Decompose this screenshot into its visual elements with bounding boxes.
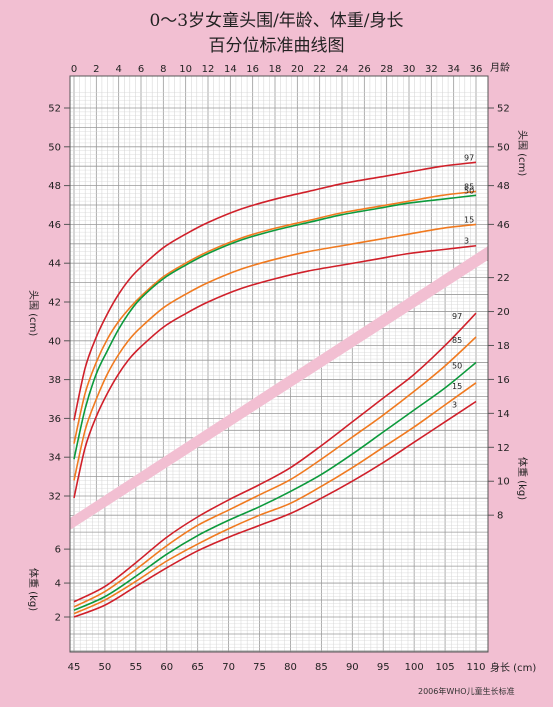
wt-series-97	[73, 312, 477, 603]
age-tick-label: 32	[425, 64, 438, 75]
length-tick-label: 95	[377, 662, 390, 673]
hc-percentile-label: 97	[464, 153, 474, 162]
hc-right-tick-label: 50	[497, 142, 510, 153]
hc-right-tick-label: 48	[497, 181, 510, 192]
wt-series-3	[73, 400, 477, 618]
length-tick-label: 110	[466, 662, 485, 673]
hc-percentile-label: 50	[464, 186, 474, 195]
wt-left-label: 体重 (kg)	[27, 568, 40, 611]
hc-left-tick-label: 46	[48, 220, 61, 231]
age-tick-label: 0	[71, 64, 77, 75]
age-tick-label: 20	[291, 64, 304, 75]
wt-series-50	[73, 361, 477, 611]
head-circumference-curves	[73, 161, 477, 499]
wt-right-tick-label: 16	[497, 375, 510, 386]
age-tick-label: 16	[246, 64, 259, 75]
age-tick-label: 2	[93, 64, 99, 75]
wt-percentile-label: 3	[452, 400, 457, 409]
hc-right-label: 头围 (cm)	[516, 130, 528, 176]
wt-percentile-label: 15	[452, 382, 462, 391]
length-tick-label: 45	[68, 662, 81, 673]
length-tick-label: 65	[191, 662, 204, 673]
hc-series-3	[73, 244, 477, 499]
wt-right-tick-label: 22	[497, 273, 510, 284]
wt-percentile-label: 97	[452, 312, 462, 321]
age-tick-label: 30	[403, 64, 416, 75]
hc-right-tick-label: 46	[497, 220, 510, 231]
hc-series-50	[73, 194, 477, 460]
hc-percentile-label: 85	[464, 182, 474, 191]
hc-left-tick-label: 34	[48, 453, 61, 464]
hc-left-tick-label: 32	[48, 492, 61, 503]
wt-series-85	[73, 336, 477, 608]
age-tick-label: 6	[138, 64, 144, 75]
age-tick-label: 8	[160, 64, 166, 75]
hc-left-label: 头围 (cm)	[27, 290, 39, 336]
hc-left-tick-label: 36	[48, 414, 61, 425]
chart-subtitle: 百分位标准曲线图	[208, 36, 345, 56]
age-tick-label: 22	[313, 64, 326, 75]
wt-series-15	[73, 382, 477, 615]
length-tick-label: 75	[253, 662, 266, 673]
plot-border	[69, 75, 489, 653]
length-tick-label: 50	[99, 662, 112, 673]
length-tick-label: 90	[346, 662, 359, 673]
hc-left-tick-label: 44	[48, 259, 61, 270]
age-tick-label: 26	[358, 64, 371, 75]
hc-left-tick-label: 42	[48, 298, 61, 309]
age-tick-label: 12	[202, 64, 215, 75]
hc-right-tick-label: 52	[497, 104, 510, 115]
hc-series-85	[73, 190, 477, 444]
footnote: 2006年WHO儿童生长标准	[418, 686, 515, 696]
age-tick-label: 28	[380, 64, 393, 75]
wt-right-tick-label: 20	[497, 307, 510, 318]
hc-left-tick-label: 50	[48, 142, 61, 153]
age-tick-label: 10	[179, 64, 192, 75]
chart-title: 0～3岁女童头围/年龄、体重/身长	[149, 11, 404, 31]
wt-left-tick-label: 4	[55, 579, 61, 590]
length-tick-label: 100	[405, 662, 424, 673]
wt-percentile-label: 50	[452, 361, 462, 370]
wt-right-tick-label: 10	[497, 477, 510, 488]
wt-right-tick-label: 14	[497, 409, 510, 420]
hc-left-tick-label: 48	[48, 181, 61, 192]
hc-percentile-label: 3	[464, 237, 469, 246]
length-tick-label: 55	[129, 662, 142, 673]
diagonal-separator	[70, 246, 488, 530]
age-tick-label: 18	[269, 64, 282, 75]
wt-percentile-label: 85	[452, 336, 462, 345]
age-tick-label: 34	[447, 64, 460, 75]
age-tick-label: 14	[224, 64, 237, 75]
length-tick-label: 105	[436, 662, 455, 673]
wt-left-tick-label: 2	[55, 613, 61, 624]
wt-left-tick-label: 6	[55, 545, 61, 556]
hc-left-tick-label: 52	[48, 104, 61, 115]
hc-left-tick-label: 40	[48, 336, 61, 347]
wt-right-tick-label: 8	[497, 511, 503, 522]
length-tick-label: 85	[315, 662, 328, 673]
wt-right-tick-label: 18	[497, 341, 510, 352]
length-tick-label: 70	[222, 662, 235, 673]
age-tick-label: 4	[115, 64, 121, 75]
wt-right-tick-label: 12	[497, 443, 510, 454]
hc-series-15	[73, 223, 477, 481]
weight-for-length-curves	[73, 312, 477, 618]
hc-percentile-label: 15	[464, 215, 474, 224]
bottom-axis-unit: 身长 (cm)	[490, 661, 536, 674]
wt-right-label: 体重 (kg)	[516, 457, 529, 500]
length-tick-label: 60	[160, 662, 173, 673]
age-tick-label: 24	[336, 64, 349, 75]
hc-series-97	[73, 161, 477, 421]
age-tick-label: 36	[470, 64, 483, 75]
length-tick-label: 80	[284, 662, 297, 673]
top-axis-unit: 月龄	[490, 61, 510, 74]
hc-left-tick-label: 38	[48, 375, 61, 386]
